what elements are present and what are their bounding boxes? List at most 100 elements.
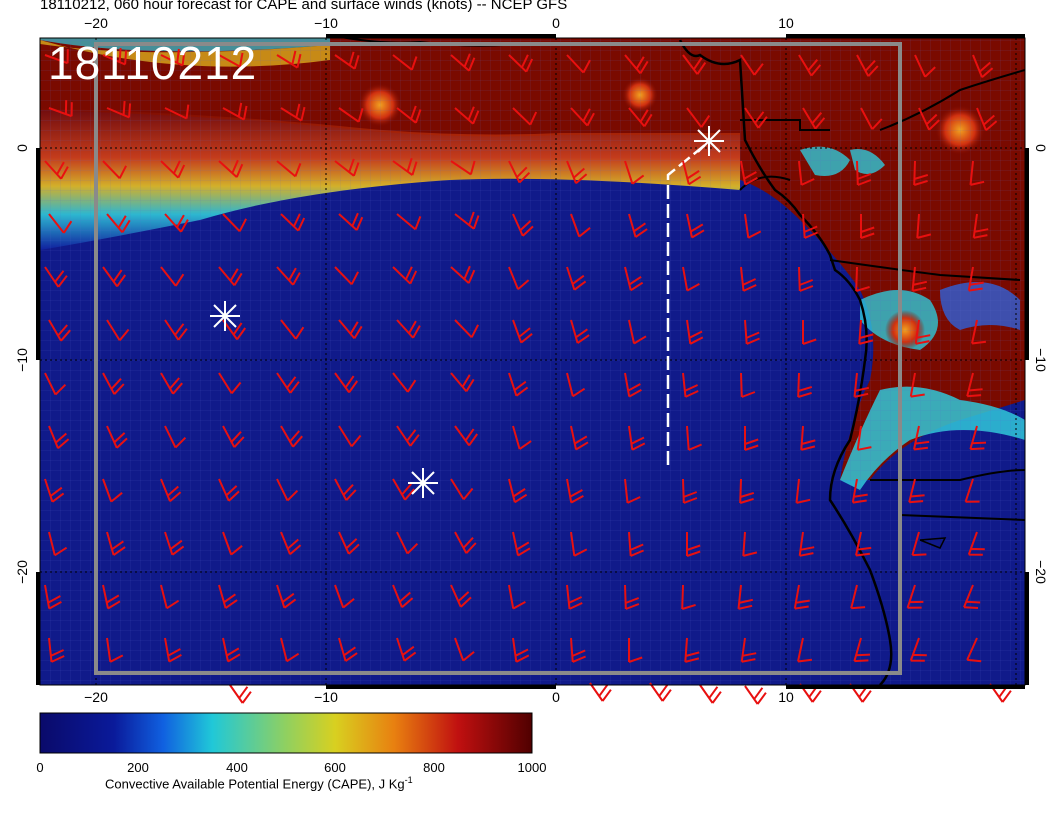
wind-barb-53	[164, 213, 189, 233]
wind-barb-24	[454, 106, 480, 125]
wind-barb-22	[338, 107, 364, 123]
top-tick-4: 10	[778, 15, 794, 31]
wind-barb-122	[222, 425, 245, 448]
wind-barb-66	[916, 213, 932, 239]
wind-barb-188	[106, 637, 124, 663]
wind-barb-40	[392, 157, 418, 176]
wind-barb-106	[276, 372, 300, 394]
wind-barb-93	[512, 319, 533, 344]
wind-barb-115	[797, 372, 813, 398]
wind-barb-out-2	[649, 682, 672, 702]
wind-barb-74	[392, 266, 418, 285]
wind-barb-77	[566, 266, 587, 291]
colorbar	[39, 712, 533, 754]
wind-barb-175	[334, 584, 355, 609]
wind-barb-179	[566, 584, 583, 610]
wind-barb-70	[160, 266, 185, 287]
wind-barb-3	[218, 52, 244, 68]
wind-barb-117	[909, 372, 925, 398]
coastline	[678, 39, 893, 685]
wind-barb-146	[624, 478, 641, 504]
wind-barb-109	[450, 372, 475, 393]
wind-barb-135	[969, 425, 987, 451]
wind-barb-5	[334, 51, 360, 70]
marker-asterisk-3	[694, 126, 724, 156]
wind-barb-9	[566, 54, 591, 74]
borders	[739, 69, 1025, 521]
wind-barb-63	[744, 213, 762, 239]
wind-barb-47	[798, 160, 815, 186]
wind-barb-114	[740, 372, 756, 398]
wind-barb-14	[856, 54, 879, 77]
wind-barb-142	[392, 478, 415, 501]
wind-barb-61	[628, 213, 648, 238]
wind-barb-118	[966, 372, 983, 398]
left-tick-2: −10	[14, 348, 30, 372]
wind-barbs	[44, 48, 998, 663]
wind-barb-140	[276, 478, 299, 502]
wind-barb-85	[48, 319, 71, 342]
wind-barb-120	[106, 425, 128, 449]
wind-barb-41	[450, 160, 476, 176]
wind-barb-181	[681, 584, 696, 610]
wind-barb-out-4	[744, 685, 767, 705]
wind-barb-26	[570, 107, 595, 127]
wind-barb-51	[48, 213, 73, 234]
wind-barb-28	[686, 107, 711, 128]
wind-barb-75	[450, 265, 476, 284]
wind-barb-87	[164, 319, 188, 341]
wind-barb-42	[508, 160, 531, 184]
wind-barb-192	[338, 637, 358, 662]
domain-box	[94, 42, 902, 675]
wind-barb-97	[744, 319, 760, 345]
wind-barb-84	[967, 266, 984, 292]
wind-barb-4	[276, 50, 302, 69]
wind-barb-out-0	[229, 684, 252, 704]
wind-barb-195	[512, 637, 530, 663]
wind-barb-174	[276, 584, 297, 609]
right-tick-3: −20	[1033, 560, 1049, 584]
wind-barb-110	[508, 372, 529, 397]
wind-barb-2	[160, 48, 186, 67]
wind-barb-65	[860, 214, 875, 239]
wind-barb-80	[740, 266, 757, 292]
colorbar-tick-0: 0	[36, 760, 44, 775]
wind-barb-126	[454, 425, 479, 446]
wind-barb-200	[797, 637, 813, 663]
wind-barb-152	[964, 478, 980, 503]
wind-barb-62	[686, 213, 705, 239]
wind-barb-76	[508, 266, 530, 291]
wind-barb-185	[906, 584, 924, 609]
wind-barb-95	[628, 319, 647, 345]
wind-barb-78	[624, 266, 644, 292]
wind-barb-50	[969, 160, 985, 186]
wind-barb-82	[855, 266, 870, 292]
wind-barb-183	[793, 584, 810, 610]
cross-section-line	[666, 144, 706, 465]
wind-barb-18	[106, 101, 132, 119]
wind-barb-23	[396, 105, 422, 124]
colorbar-tick-600: 600	[324, 760, 346, 775]
wind-barb-165	[742, 531, 758, 557]
marker-asterisk-2	[408, 468, 438, 498]
bottom-tick-4: 10	[778, 689, 794, 705]
wind-barb-141	[334, 478, 357, 501]
colorbar-tick-200: 200	[127, 760, 149, 775]
wind-barb-92	[454, 319, 479, 338]
wind-barb-43	[566, 160, 588, 185]
wind-barb-100	[914, 319, 931, 345]
wind-barb-91	[396, 319, 421, 339]
wind-barb-191	[280, 637, 300, 663]
wind-barb-125	[396, 425, 420, 447]
wind-barb-161	[512, 531, 531, 557]
wind-barb-182	[737, 584, 754, 610]
wind-barb-20	[222, 102, 248, 121]
wind-barb-127	[512, 425, 532, 450]
wind-barb-130	[686, 425, 702, 451]
date-stamp: 18110212	[48, 37, 258, 89]
wind-barb-out-3	[699, 684, 722, 704]
wind-barb-129	[628, 425, 646, 451]
wind-barb-107	[334, 372, 359, 393]
wind-barb-123	[280, 425, 303, 448]
